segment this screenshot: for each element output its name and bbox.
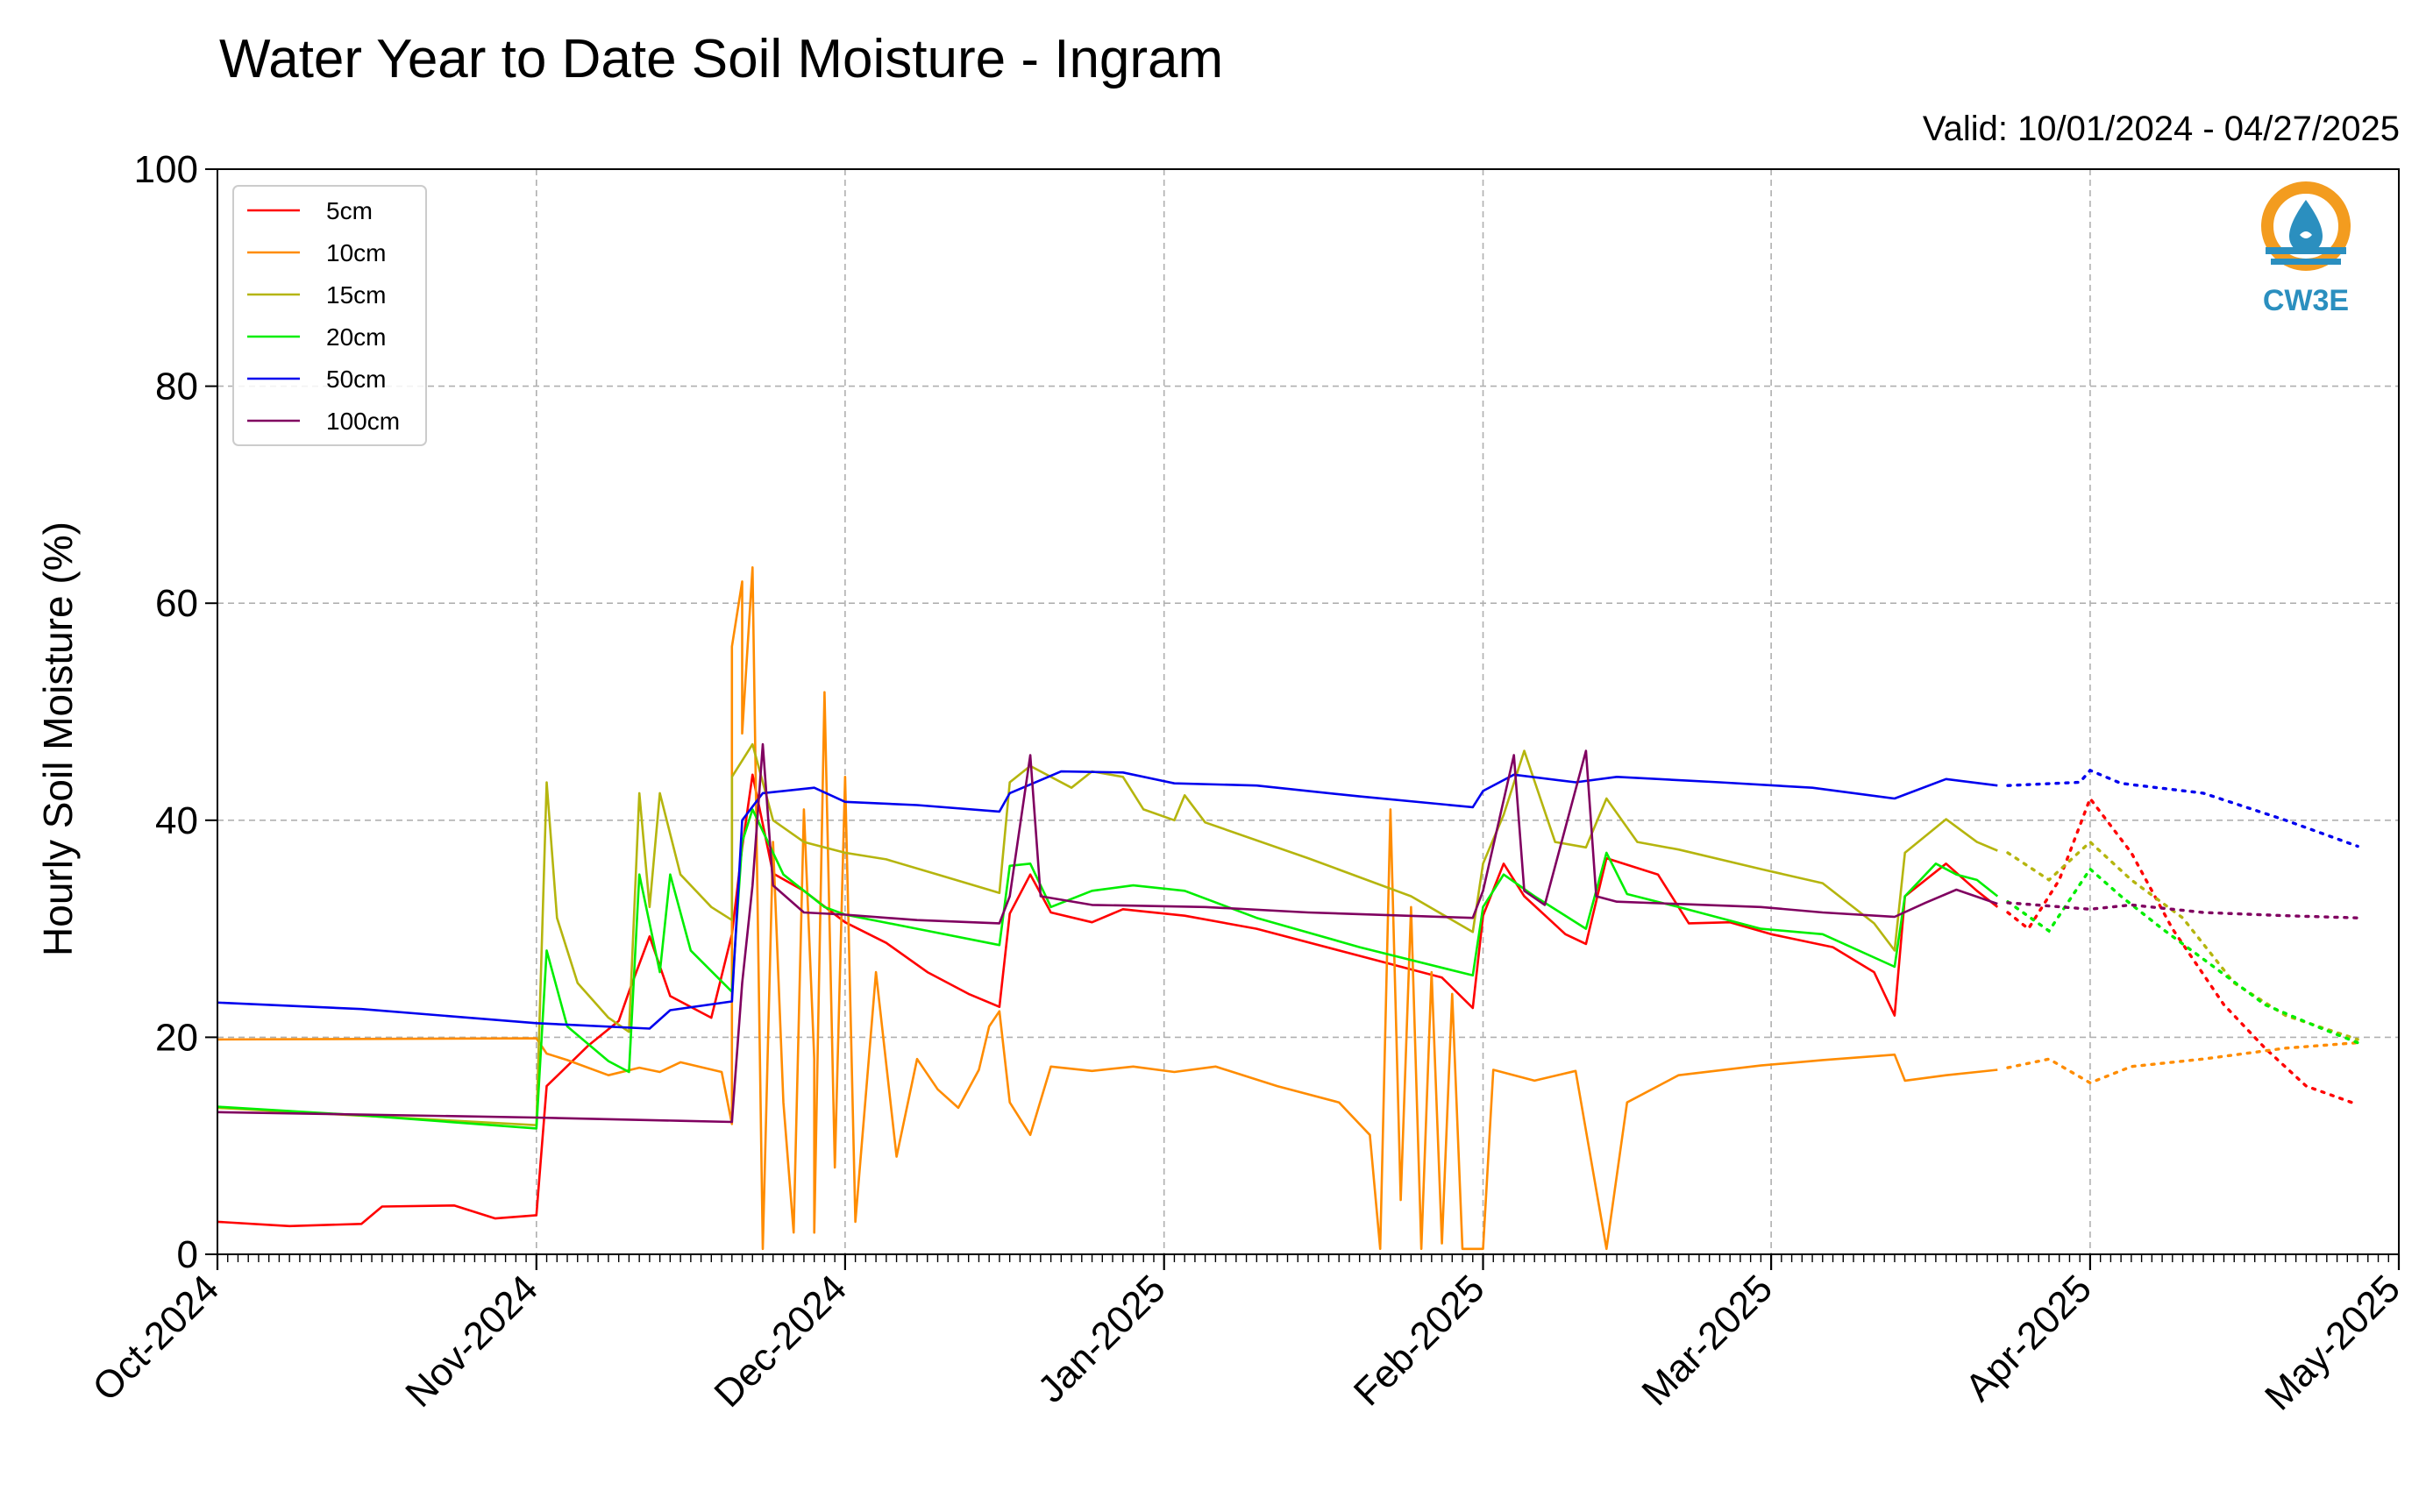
x-tick-label: Nov-2024 bbox=[397, 1267, 546, 1416]
y-tick-label: 100 bbox=[134, 148, 198, 191]
legend-label: 5cm bbox=[326, 197, 373, 224]
legend-item-100cm: 100cm bbox=[247, 408, 400, 435]
y-tick-label: 60 bbox=[155, 582, 198, 625]
series-20cm bbox=[217, 808, 2359, 1130]
x-tick-label: Apr-2025 bbox=[1957, 1267, 2100, 1409]
series-dotted-10cm bbox=[2006, 1040, 2359, 1085]
series-5cm bbox=[217, 773, 2359, 1228]
x-tick-label: Jan-2025 bbox=[1029, 1267, 1173, 1410]
cw3e-logo: CW3E bbox=[2261, 181, 2351, 317]
legend-label: 100cm bbox=[326, 408, 400, 435]
x-tick-label: Mar-2025 bbox=[1633, 1267, 1781, 1414]
y-axis-label: Hourly Soil Moisture (%) bbox=[35, 522, 81, 956]
legend: 5cm 10cm 15cm 20cm 50cm 100cm bbox=[232, 185, 427, 446]
valid-date-range: Valid: 10/01/2024 - 04/27/2025 bbox=[1923, 110, 2400, 148]
series-dotted-20cm bbox=[2006, 866, 2359, 1045]
legend-label: 10cm bbox=[326, 239, 386, 266]
series-line-20cm bbox=[217, 808, 1999, 1130]
series-line-10cm bbox=[217, 565, 1998, 1251]
legend-item-50cm: 50cm bbox=[247, 366, 386, 393]
y-tick-label: 40 bbox=[155, 799, 198, 842]
x-tick-label: Oct-2024 bbox=[84, 1267, 227, 1409]
legend-label: 15cm bbox=[326, 281, 386, 309]
x-tick-label: May-2025 bbox=[2257, 1267, 2408, 1418]
y-tick-label: 20 bbox=[155, 1016, 198, 1059]
legend-box bbox=[232, 185, 427, 446]
y-tick-label: 80 bbox=[155, 366, 198, 408]
series-15cm bbox=[217, 742, 2359, 1126]
plot-frame bbox=[217, 168, 2400, 1255]
legend-item-5cm: 5cm bbox=[247, 197, 373, 224]
x-tick-label: Dec-2024 bbox=[706, 1267, 855, 1416]
series-line-5cm bbox=[217, 773, 1999, 1228]
series-10cm bbox=[217, 565, 2359, 1251]
series-line-100cm bbox=[217, 742, 1998, 1124]
series-100cm bbox=[217, 742, 2359, 1124]
legend-item-20cm: 20cm bbox=[247, 323, 386, 351]
chart-title: Water Year to Date Soil Moisture - Ingra… bbox=[219, 29, 1223, 89]
cw3e-logo-text: CW3E bbox=[2263, 284, 2349, 317]
legend-item-15cm: 15cm bbox=[247, 281, 386, 309]
series-dotted-50cm bbox=[2006, 768, 2359, 848]
series-dotted-15cm bbox=[2006, 840, 2359, 1041]
legend-label: 50cm bbox=[326, 366, 386, 393]
legend-label: 20cm bbox=[326, 323, 386, 351]
series-line-50cm bbox=[217, 770, 1998, 1030]
grid-lines bbox=[217, 169, 2399, 1254]
x-tick-label: Feb-2025 bbox=[1346, 1267, 1493, 1414]
series-50cm bbox=[217, 768, 2359, 1030]
legend-item-10cm: 10cm bbox=[247, 239, 386, 266]
series-dotted-100cm bbox=[2006, 901, 2359, 919]
data-series bbox=[217, 565, 2359, 1251]
cw3e-logo-icon bbox=[2261, 181, 2351, 271]
series-dotted-5cm bbox=[2006, 795, 2359, 1106]
y-tick-label: 0 bbox=[177, 1233, 198, 1276]
